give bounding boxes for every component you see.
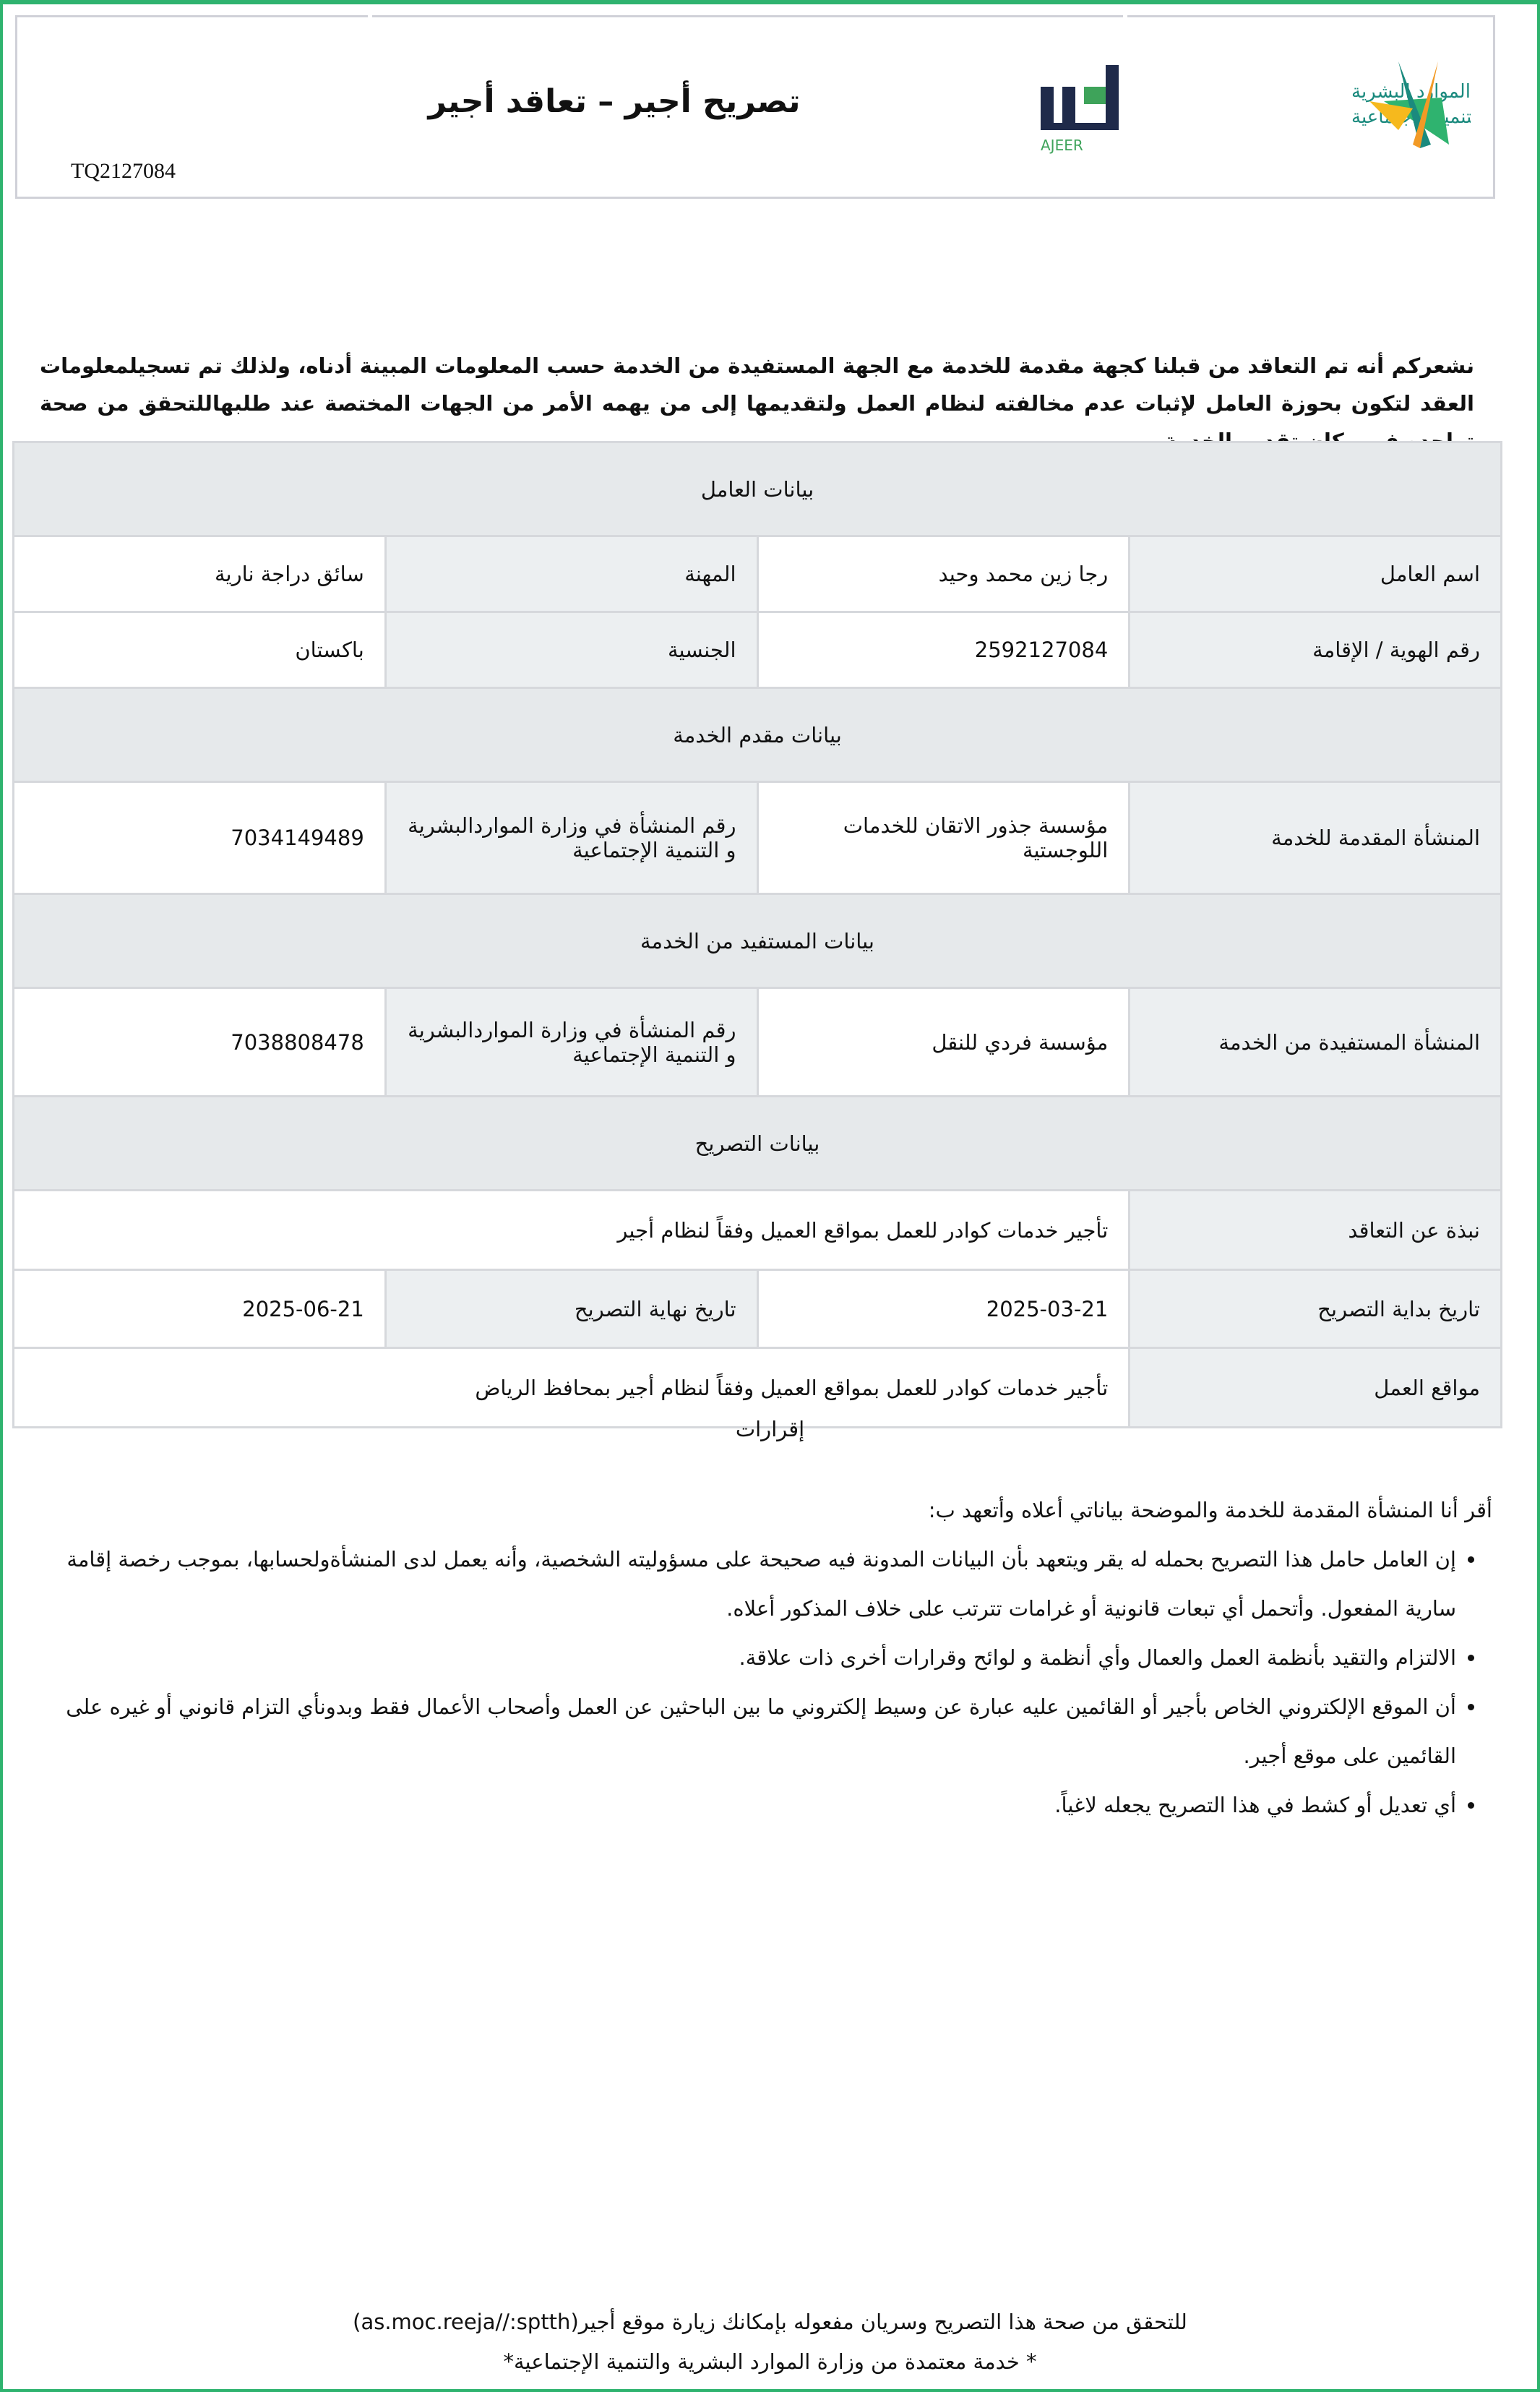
label: اسم العامل [1128, 535, 1502, 613]
ajeer-logo: AJEER [1041, 65, 1119, 154]
worker-id: 2592127084 [756, 611, 1131, 689]
work-sites: تأجير خدمات كوادر للعمل بمواقع العميل وف… [12, 1347, 1131, 1428]
verify-note: للتحقق من صحة هذا التصريح وسريان مفعوله … [353, 2310, 1187, 2334]
section-permit: بيانات التصريح [12, 1095, 1502, 1191]
permit-table: بيانات العامل اسم العامل رجا زين محمد وحي… [12, 441, 1502, 1428]
provider-number: 7034149489 [12, 781, 387, 895]
label: رقم المنشأة في وزارة المواردالبشرية و ال… [384, 987, 759, 1097]
beneficiary-name: مؤسسة فردي للنقل [756, 987, 1131, 1097]
label: تاريخ بداية التصريح [1128, 1269, 1502, 1349]
list-item: الالتزام والتقيد بأنظمة العمل والعمال وأ… [65, 1633, 1457, 1682]
label: نبذة عن التعاقد [1128, 1189, 1502, 1271]
label: المهنة [384, 535, 759, 613]
label: رقم الهوية / الإقامة [1128, 611, 1502, 689]
list-item: إن العامل حامل هذا التصريح بحمله له يقر … [65, 1535, 1456, 1633]
worker-name: رجا زين محمد وحيد [756, 535, 1131, 613]
svg-text:AJEER: AJEER [1041, 137, 1083, 154]
page-title: تصريح أجير – تعاقد أجير [428, 83, 801, 120]
start-date: 2025-03-21 [756, 1269, 1131, 1349]
section-worker: بيانات العامل [12, 441, 1502, 537]
contract-summary: تأجير خدمات كوادر للعمل بمواقع العميل وف… [12, 1189, 1131, 1271]
label: المنشأة المستفيدة من الخدمة [1128, 987, 1502, 1097]
section-beneficiary: بيانات المستفيد من الخدمة [12, 893, 1502, 989]
list-item: أي تعديل أو كشط في هذا التصريح يجعله لاغ… [65, 1780, 1456, 1830]
declarations-intro: أقر أنا المنشأة المقدمة للخدمة والموضحة … [928, 1498, 1492, 1522]
document-header [15, 15, 1495, 199]
section-provider: بيانات مقدم الخدمة [12, 687, 1502, 783]
declarations: أقر أنا المنشأة المقدمة للخدمة والموضحة … [65, 1486, 1492, 1830]
provider-name: مؤسسة جذور الاتقان للخدمات اللوجستية [756, 781, 1131, 895]
worker-nationality: باكستان [12, 611, 387, 689]
label: تاريخ نهاية التصريح [384, 1269, 759, 1349]
label: مواقع العمل [1128, 1347, 1502, 1428]
declarations-title: إقرارات [735, 1417, 805, 1441]
worker-job: سائق دراجة نارية [12, 535, 387, 613]
ministry-logo: الموارد البشرية والتنمية الاجتماعية [1351, 61, 1471, 148]
label: المنشأة المقدمة للخدمة [1128, 781, 1502, 895]
beneficiary-number: 7038808478 [12, 987, 387, 1097]
approval-note: * خدمة معتمدة من وزارة الموارد البشرية و… [503, 2349, 1037, 2374]
divider [368, 15, 372, 20]
label: رقم المنشأة في وزارة المواردالبشرية و ال… [384, 781, 759, 895]
list-item: أن الموقع الإلكتروني الخاص بأجير أو القا… [65, 1682, 1456, 1780]
end-date: 2025-06-21 [12, 1269, 387, 1349]
label: الجنسية [384, 611, 759, 689]
divider [1123, 15, 1127, 20]
reference-number: TQ2127084 [71, 159, 176, 183]
